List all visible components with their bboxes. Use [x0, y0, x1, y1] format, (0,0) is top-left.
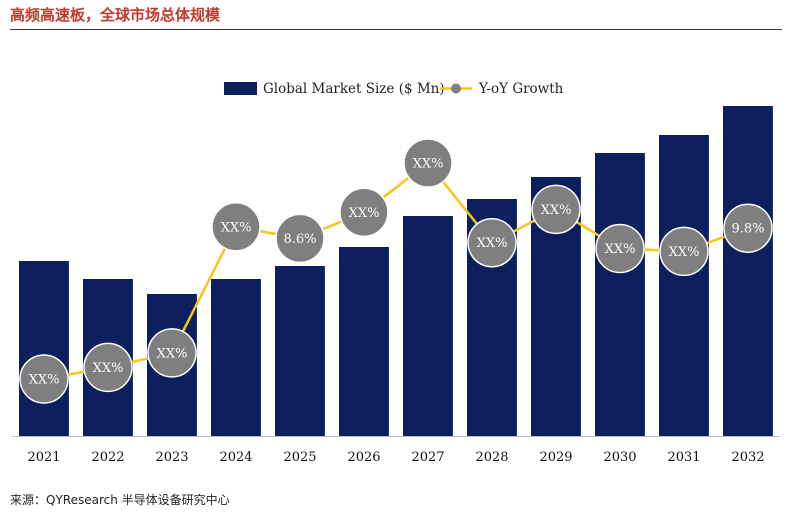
growth-marker — [467, 217, 517, 268]
bar-2031 — [659, 135, 709, 436]
growth-data-label: XX% — [669, 245, 700, 260]
growth-marker — [211, 202, 261, 252]
x-tick-label: 2028 — [475, 450, 508, 465]
growth-data-label: 9.8% — [731, 222, 764, 237]
x-tick-label: 2023 — [155, 450, 188, 465]
growth-marker — [147, 328, 197, 378]
x-tick-label: 2031 — [667, 450, 700, 465]
x-tick-label: 2026 — [347, 450, 380, 465]
growth-data-label: XX% — [413, 157, 444, 172]
growth-data-label: XX% — [93, 361, 124, 376]
x-tick-label: 2022 — [91, 450, 124, 465]
growth-marker — [275, 213, 325, 264]
growth-data-label: XX% — [221, 220, 252, 235]
bar-2025 — [275, 266, 325, 436]
title-divider — [10, 29, 782, 30]
chart-title: 高频高速板，全球市场总体规模 — [10, 6, 221, 24]
x-tick-label: 2030 — [603, 450, 636, 465]
x-tick-label: 2027 — [411, 450, 444, 465]
x-tick-label: 2025 — [283, 450, 316, 465]
growth-data-label: XX% — [477, 236, 508, 251]
legend-line-label: Y-oY Growth — [478, 81, 564, 97]
growth-data-label: XX% — [541, 203, 572, 218]
legend-bar-swatch — [224, 82, 257, 95]
bar-2027 — [403, 216, 453, 436]
legend: Global Market Size ($ Mn) Y-oY Growth — [224, 81, 564, 97]
growth-data-label: XX% — [605, 242, 636, 257]
bar-2026 — [339, 247, 389, 436]
growth-marker — [19, 354, 69, 404]
legend-line-marker — [451, 83, 461, 94]
bar-2024 — [211, 279, 261, 436]
growth-marker — [83, 342, 133, 393]
x-tick-label: 2029 — [539, 450, 572, 465]
legend-bar-label: Global Market Size ($ Mn) — [263, 81, 445, 97]
bar-2021 — [19, 261, 69, 436]
x-tick-label: 2024 — [219, 450, 252, 465]
growth-marker — [595, 223, 645, 274]
growth-marker — [659, 226, 709, 277]
source-note: 来源：QYResearch 半导体设备研究中心 — [10, 493, 230, 507]
growth-marker — [723, 203, 773, 253]
growth-marker — [531, 184, 581, 235]
growth-data-label: XX% — [157, 346, 188, 361]
growth-data-label: XX% — [349, 206, 380, 221]
bar-2030 — [595, 153, 645, 436]
chart: Global Market Size ($ Mn) Y-oY Growth 20… — [12, 81, 780, 465]
bar-2032 — [723, 106, 773, 436]
x-tick-label: 2032 — [731, 450, 764, 465]
x-tick-label: 2021 — [27, 450, 60, 465]
growth-marker — [339, 187, 389, 238]
growth-data-label: XX% — [29, 373, 60, 388]
growth-data-label: 8.6% — [283, 232, 316, 247]
growth-marker — [403, 138, 453, 188]
